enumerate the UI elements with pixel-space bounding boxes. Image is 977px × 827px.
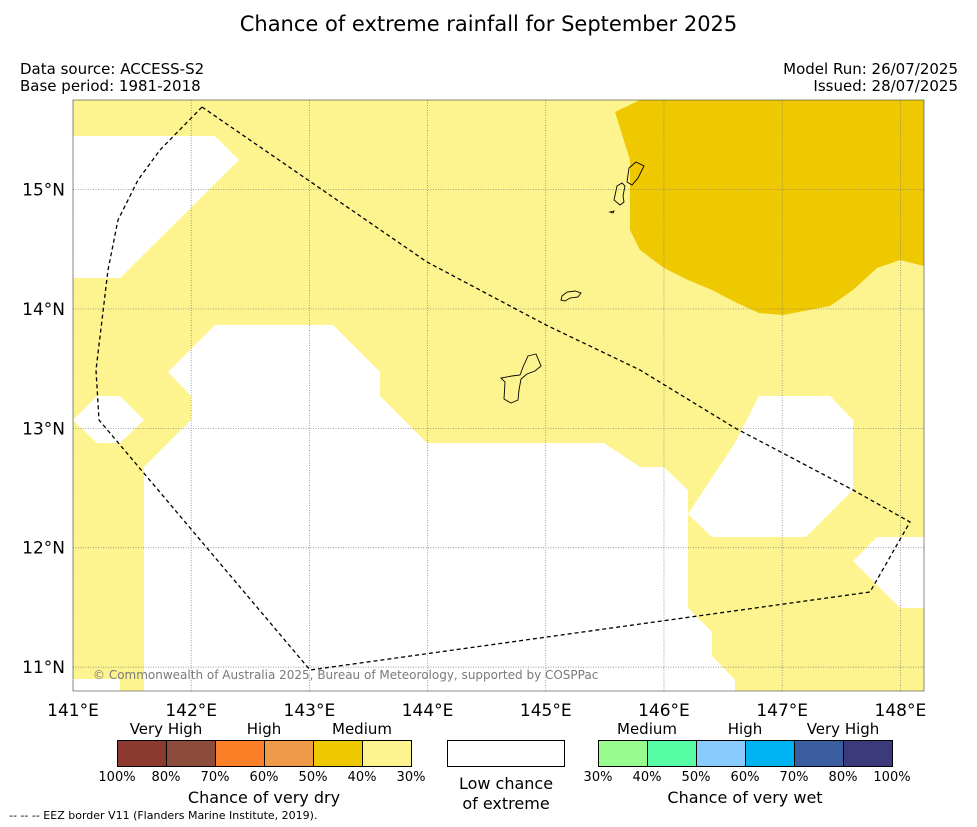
dry-tick-label: 40% xyxy=(347,770,377,785)
wet-category-label: Medium xyxy=(617,720,677,738)
data-source: Data source: ACCESS-S2 xyxy=(20,60,205,78)
latitude-label: 13°N xyxy=(22,419,65,439)
longitude-labels: 141°E 142°E 143°E 144°E 145°E 146°E 147°E 148°E xyxy=(47,701,926,721)
wet-legend-title: Chance of very wet xyxy=(667,788,823,807)
gridlines xyxy=(73,100,924,691)
wet-swatch xyxy=(794,740,844,767)
medium-high-dry-region xyxy=(615,100,924,315)
wet-tick-label: 100% xyxy=(873,770,911,785)
wet-tick-label: 40% xyxy=(632,770,662,785)
latitude-label: 11°N xyxy=(22,658,65,678)
longitude-label: 148°E xyxy=(875,701,927,721)
latitude-label: 12°N xyxy=(22,539,65,559)
longitude-label: 142°E xyxy=(165,701,217,721)
low-region-se xyxy=(853,537,924,608)
low-region-e xyxy=(688,396,853,537)
latitude-label: 14°N xyxy=(22,300,65,320)
latitude-label: 15°N xyxy=(22,181,65,201)
dry-tick-label: 30% xyxy=(396,770,426,785)
wet-swatch xyxy=(843,740,893,767)
model-run: Model Run: 26/07/2025 xyxy=(783,60,958,78)
source-info: Data source: ACCESS-S2 Base period: 1981… xyxy=(20,61,204,95)
wet-tick-label: 80% xyxy=(828,770,858,785)
longitude-label: 145°E xyxy=(520,701,572,721)
low-chance-swatch xyxy=(447,740,565,767)
latitude-labels: 15°N 14°N 13°N 12°N 11°N xyxy=(22,181,65,679)
map-frame xyxy=(72,99,925,692)
map-title: Chance of extreme rainfall for September… xyxy=(239,12,738,36)
low-region-nw xyxy=(73,136,239,278)
issued-date: Issued: 28/07/2025 xyxy=(813,77,958,95)
coastlines xyxy=(500,161,645,404)
wet-swatch xyxy=(745,740,795,767)
dry-swatch xyxy=(313,740,363,767)
longitude-label: 143°E xyxy=(284,701,336,721)
run-info: Model Run: 26/07/2025 Issued: 28/07/2025 xyxy=(783,61,958,95)
dry-tick-label: 60% xyxy=(249,770,279,785)
low-region-w xyxy=(73,396,144,443)
dry-category-label: Very High xyxy=(129,720,203,738)
tinian-island xyxy=(613,182,626,206)
longitude-label: 144°E xyxy=(402,701,454,721)
eez-border xyxy=(95,106,911,671)
wet-swatch xyxy=(598,740,648,767)
longitude-label: 146°E xyxy=(638,701,690,721)
wet-tick-label: 70% xyxy=(779,770,809,785)
low-chance-regions xyxy=(73,136,924,691)
dry-tick-label: 50% xyxy=(298,770,328,785)
aguijan-island xyxy=(608,210,615,214)
dry-swatch xyxy=(264,740,314,767)
longitude-label: 141°E xyxy=(47,701,99,721)
dry-swatch xyxy=(166,740,216,767)
low-region-central xyxy=(144,325,735,691)
dry-swatch xyxy=(362,740,412,767)
wet-category-label: High xyxy=(727,720,763,738)
wet-swatch xyxy=(696,740,746,767)
saipan-island xyxy=(626,161,645,186)
dry-legend-title: Chance of very dry xyxy=(187,788,341,807)
wet-swatch xyxy=(647,740,697,767)
dry-category-label: High xyxy=(246,720,282,738)
dry-tick-label: 100% xyxy=(98,770,136,785)
rota-island xyxy=(560,290,582,302)
copyright-notice: © Commonwealth of Australia 2025, Bureau… xyxy=(93,668,598,682)
longitude-label: 147°E xyxy=(756,701,808,721)
dry-swatch xyxy=(215,740,265,767)
map-area: © Commonwealth of Australia 2025, Bureau… xyxy=(73,100,924,691)
wet-tick-label: 60% xyxy=(730,770,760,785)
low-region-sw-corner xyxy=(73,679,120,691)
dry-category-label: Medium xyxy=(332,720,392,738)
dry-swatch xyxy=(117,740,167,767)
guam-island xyxy=(500,353,542,404)
low-chance-line1: Low chance xyxy=(458,774,554,793)
wet-tick-label: 50% xyxy=(681,770,711,785)
eez-footnote: -- -- -- EEZ border V11 (Flanders Marine… xyxy=(9,809,318,822)
dry-tick-label: 80% xyxy=(151,770,181,785)
dry-tick-label: 70% xyxy=(200,770,230,785)
base-period: Base period: 1981-2018 xyxy=(20,77,201,95)
low-chance-line2: of extreme xyxy=(462,794,550,813)
wet-category-label: Very High xyxy=(806,720,880,738)
wet-tick-label: 30% xyxy=(583,770,613,785)
